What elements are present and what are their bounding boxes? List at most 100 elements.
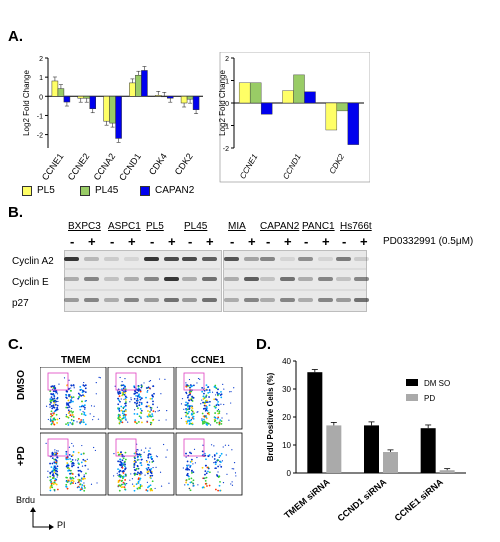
flow-event <box>83 395 86 398</box>
flow-event <box>205 476 208 479</box>
flow-event <box>147 469 149 471</box>
flow-event <box>69 469 72 472</box>
flow-row-label: +PD <box>16 446 27 466</box>
flow-event <box>138 478 141 481</box>
flow-event <box>193 412 195 415</box>
flow-event <box>135 483 138 486</box>
flow-event <box>139 477 142 480</box>
flow-event <box>55 454 57 456</box>
blot-band <box>354 277 369 281</box>
y-axis-label: Log2 Fold Change <box>218 70 227 136</box>
flow-event <box>141 458 143 460</box>
flow-event <box>147 466 150 469</box>
treatment-minus: - <box>266 234 271 249</box>
flow-event <box>54 467 57 470</box>
flow-event <box>120 474 122 477</box>
flow-event <box>203 477 206 480</box>
flow-event <box>185 422 188 425</box>
flow-event <box>190 418 193 421</box>
flow-event <box>208 391 211 394</box>
flow-event <box>80 470 82 473</box>
flow-event <box>120 384 123 387</box>
flow-event <box>205 401 208 404</box>
flow-event <box>120 486 123 489</box>
flow-event <box>52 483 55 486</box>
flow-event <box>192 479 195 482</box>
blot-band <box>298 257 313 261</box>
flow-event <box>149 388 151 390</box>
flow-event <box>119 458 121 461</box>
flow-event <box>70 384 73 387</box>
flow-event <box>215 404 218 407</box>
flow-event <box>192 485 194 487</box>
flow-event <box>78 474 80 477</box>
blot-band <box>224 277 239 281</box>
flow-event <box>205 415 207 417</box>
flow-event <box>158 378 161 380</box>
treatment-plus: + <box>284 234 292 249</box>
flow-event <box>140 409 143 412</box>
treatment-plus: + <box>88 234 96 249</box>
flow-event <box>118 475 121 478</box>
flow-event <box>50 484 53 487</box>
flow-event <box>55 461 57 464</box>
flow-event <box>133 409 136 411</box>
flow-event <box>82 421 85 424</box>
flow-event <box>72 480 75 483</box>
flow-event <box>54 403 57 406</box>
flow-event <box>55 413 58 416</box>
flow-event <box>124 465 126 468</box>
flow-plot <box>175 367 243 430</box>
flow-event <box>214 406 217 409</box>
flow-event <box>87 468 89 470</box>
bar <box>180 96 188 104</box>
flow-event <box>71 458 74 461</box>
flow-event <box>136 398 139 400</box>
flow-event <box>66 467 69 469</box>
flow-event <box>148 405 150 407</box>
flow-event <box>201 387 204 389</box>
flow-event <box>158 419 160 421</box>
flow-event <box>53 410 56 413</box>
flow-event <box>84 423 87 426</box>
flow-event <box>153 392 155 395</box>
flow-event <box>67 424 70 426</box>
flow-event <box>197 411 199 413</box>
flow-event <box>97 418 100 420</box>
flow-event <box>205 394 208 397</box>
flow-event <box>149 453 152 456</box>
blot-band <box>64 257 79 261</box>
flow-event <box>133 466 136 469</box>
flow-event <box>117 468 119 470</box>
flow-event <box>66 384 68 387</box>
flow-event <box>99 377 101 379</box>
flow-event <box>121 477 124 480</box>
flow-event <box>192 396 195 399</box>
flow-event <box>124 402 127 405</box>
flow-event <box>122 472 125 474</box>
flow-event <box>120 405 123 408</box>
flow-event <box>49 471 52 474</box>
flow-event <box>151 474 154 477</box>
flow-event <box>65 423 67 426</box>
flow-event <box>123 482 126 485</box>
flow-event <box>82 419 85 421</box>
flow-event <box>225 454 227 456</box>
flow-event <box>185 411 188 414</box>
flow-event <box>216 394 219 397</box>
flow-event <box>217 459 220 462</box>
flow-event <box>185 481 187 484</box>
treatment-minus: - <box>70 234 75 249</box>
flow-event <box>80 394 83 397</box>
flow-event <box>51 385 54 388</box>
flow-event <box>192 471 195 474</box>
blot-band <box>318 257 333 261</box>
flow-event <box>185 382 187 384</box>
flow-event <box>119 400 121 403</box>
flow-event <box>69 421 72 424</box>
flow-event <box>140 397 143 400</box>
flow-event <box>202 398 205 400</box>
flow-event <box>47 418 49 421</box>
flow-event <box>119 485 122 487</box>
flow-event <box>83 411 86 414</box>
